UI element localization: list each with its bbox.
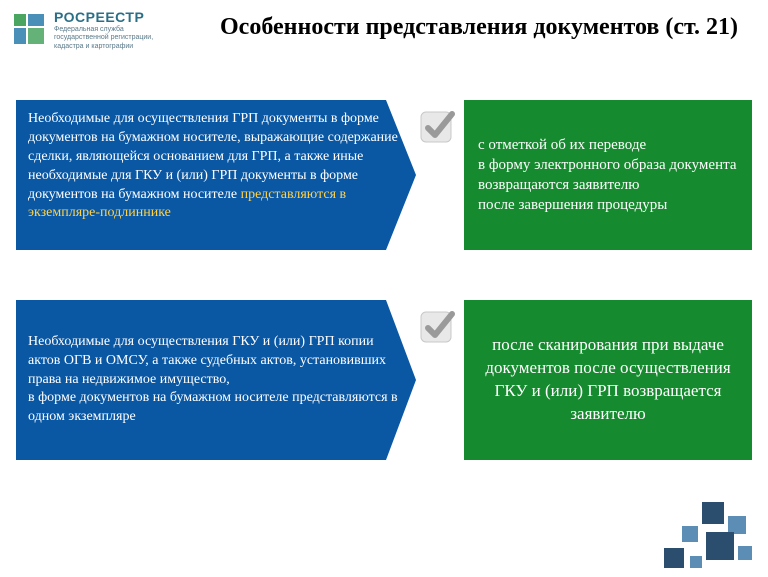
page-title: Особенности представления документов (ст…	[200, 12, 758, 42]
logo: РОСРЕЕСТР Федеральная служба государстве…	[12, 10, 153, 51]
blue2-line2: в форме документов на бумажном носителе …	[28, 389, 402, 427]
decorative-squares	[644, 502, 754, 572]
logo-sub1: Федеральная служба	[54, 26, 153, 34]
green1-text: с отметкой об их переводе в форму электр…	[478, 135, 738, 216]
green-box-2: после сканирования при выдаче документов…	[464, 300, 752, 460]
blue-box-1: Необходимые для осуществления ГРП докуме…	[16, 100, 416, 250]
check-icon	[418, 306, 458, 346]
logo-sub3: кадастра и картографии	[54, 43, 153, 51]
logo-text: РОСРЕЕСТР Федеральная служба государстве…	[54, 10, 153, 51]
logo-title: РОСРЕЕСТР	[54, 10, 153, 25]
green-box-1: с отметкой об их переводе в форму электр…	[464, 100, 752, 250]
logo-icon	[12, 12, 48, 48]
row-1: Необходимые для осуществления ГРП докуме…	[16, 100, 752, 250]
logo-sub2: государственной регистрации,	[54, 34, 153, 42]
check-icon	[418, 106, 458, 146]
green2-text: после сканирования при выдаче документов…	[478, 334, 738, 426]
blue2-line1: Необходимые для осуществления ГКУ и (или…	[28, 333, 402, 390]
row-2: Необходимые для осуществления ГКУ и (или…	[16, 300, 752, 460]
blue-box-2: Необходимые для осуществления ГКУ и (или…	[16, 300, 416, 460]
